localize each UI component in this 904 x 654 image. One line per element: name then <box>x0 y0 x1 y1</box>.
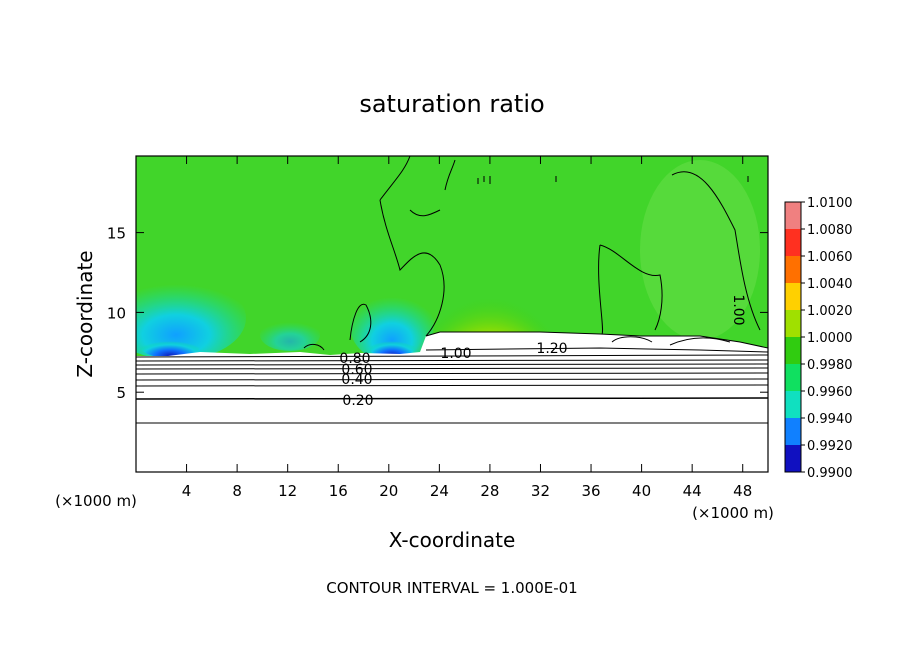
colorbar-swatch <box>785 283 801 311</box>
x-tick-label: 20 <box>379 482 398 500</box>
y-tick-label: 10 <box>107 304 126 322</box>
colorbar-label: 1.0020 <box>807 304 853 319</box>
x-tick-label: 4 <box>182 482 192 500</box>
sub-saturated-region <box>136 332 768 472</box>
x-tick-label: 44 <box>683 482 702 500</box>
contour-label: 0.40 <box>341 372 372 388</box>
colorbar-swatch <box>785 310 801 338</box>
colorbar-swatch <box>785 229 801 257</box>
plot-frame <box>135 155 769 473</box>
colorbar-swatch <box>785 418 801 446</box>
colorbar-swatch <box>785 391 801 419</box>
x-tick-label: 48 <box>733 482 752 500</box>
y-tick-label: 15 <box>107 225 126 243</box>
colorbar-label: 1.0060 <box>807 250 853 265</box>
x-unit-right: (×1000 m) <box>692 504 774 522</box>
x-tick-label: 8 <box>232 482 242 500</box>
y-axis-title: Z-coordinate <box>73 250 97 377</box>
x-tick-label: 32 <box>531 482 550 500</box>
contour-interval-note: CONTOUR INTERVAL = 1.000E-01 <box>326 579 577 597</box>
colorbar-swatch <box>785 202 801 230</box>
colorbar-swatch <box>785 445 801 473</box>
colorbar-label: 1.0100 <box>807 196 853 211</box>
y-tick-label: 5 <box>116 384 126 402</box>
colorbar-label: 0.9960 <box>807 385 853 400</box>
low-ratio-region-2 <box>260 319 320 351</box>
x-tick-label: 12 <box>278 482 297 500</box>
colorbar-label: 0.9980 <box>807 358 853 373</box>
x-tick-label: 24 <box>430 482 449 500</box>
x-tick-label: 40 <box>632 482 651 500</box>
contour-lines <box>136 156 768 424</box>
contour-labels: 1.00 1.20 0.80 0.60 0.40 0.20 1.00 <box>339 294 746 409</box>
contour-label: 1.00 <box>440 346 471 362</box>
colorbar-label: 0.9900 <box>807 466 853 481</box>
colorbar: 1.0100 1.0080 1.0060 1.0040 1.0020 1.0000 0.99… <box>784 196 853 481</box>
x-tick-label: 36 <box>581 482 600 500</box>
x-axis: 4 8 12 16 20 24 28 32 36 40 44 48 <box>182 156 752 500</box>
upper-right-region <box>640 160 760 340</box>
contour-label: 1.00 <box>730 294 746 325</box>
y-axis: 5 10 15 <box>107 225 768 402</box>
plot-field <box>136 156 768 472</box>
contour-label: 0.20 <box>342 393 373 409</box>
chart-title: saturation ratio <box>359 90 544 118</box>
contour-label: 0.80 <box>339 351 370 367</box>
x-unit-left: (×1000 m) <box>55 492 137 510</box>
x-tick-label: 28 <box>480 482 499 500</box>
colorbar-label: 1.0000 <box>807 331 853 346</box>
colorbar-swatch <box>785 337 801 365</box>
colorbar-swatch <box>785 256 801 284</box>
contour-label: 0.60 <box>341 362 372 378</box>
x-axis-title: X-coordinate <box>389 528 516 552</box>
colorbar-label: 1.0080 <box>807 223 853 238</box>
low-ratio-core-left <box>140 334 200 358</box>
x-tick-label: 16 <box>329 482 348 500</box>
contour-label: 1.20 <box>536 341 567 357</box>
colorbar-label: 0.9920 <box>807 439 853 454</box>
colorbar-label: 0.9940 <box>807 412 853 427</box>
colorbar-swatch <box>785 364 801 392</box>
colorbar-label: 1.0040 <box>807 277 853 292</box>
